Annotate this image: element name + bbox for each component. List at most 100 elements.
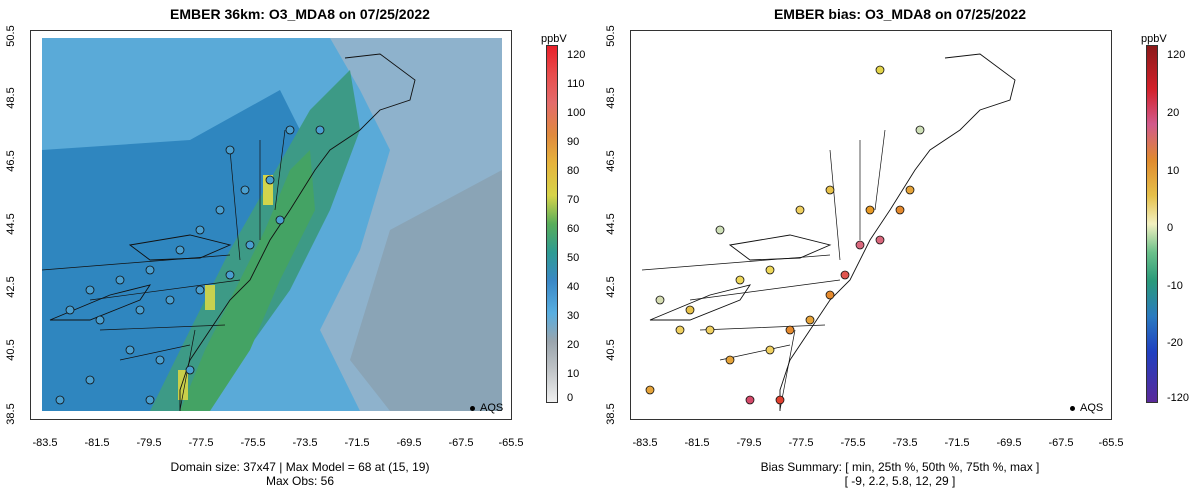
colorbar-tick: 90 — [567, 136, 580, 148]
legend-dot-icon — [1070, 405, 1075, 411]
colorbar-tick: 20 — [1167, 107, 1180, 119]
coastline — [179, 53, 416, 411]
station-marker — [245, 240, 255, 250]
coastline — [779, 53, 1016, 411]
station-marker — [225, 145, 235, 155]
bias-marker — [855, 240, 865, 250]
lat-tick: 46.5 — [605, 150, 617, 172]
bias-marker — [840, 270, 850, 280]
model-title: EMBER 36km: O3_MDA8 on 07/25/2022 — [170, 6, 430, 22]
lat-tick: 44.5 — [605, 213, 617, 235]
lon-tick: -75.5 — [240, 437, 266, 449]
lon-tick: -69.5 — [396, 437, 422, 449]
aqs-legend: AQS — [470, 402, 503, 414]
bias-colorbar — [1146, 45, 1158, 403]
bias-marker — [805, 315, 815, 325]
lat-tick: 40.5 — [605, 339, 617, 361]
model-field-peak-1 — [263, 175, 273, 205]
lon-tick: -71.5 — [344, 437, 370, 449]
colorbar-tick: -20 — [1167, 337, 1183, 349]
station-marker — [85, 285, 95, 295]
station-marker — [265, 175, 275, 185]
station-marker — [125, 345, 135, 355]
lake-ontario — [728, 234, 832, 261]
lat-tick: 42.5 — [5, 276, 17, 298]
colorbar-tick: 60 — [567, 223, 580, 235]
bias-marker — [825, 290, 835, 300]
bias-marker — [875, 235, 885, 245]
model-field-ocean-gray — [350, 170, 502, 411]
bias-marker — [725, 355, 735, 365]
lon-tick: -69.5 — [996, 437, 1022, 449]
bias-marker — [795, 205, 805, 215]
colorbar-tick: -120 — [1167, 392, 1190, 404]
legend-label: AQS — [480, 402, 504, 414]
bias-marker — [825, 185, 835, 195]
bias-marker — [645, 385, 655, 395]
colorbar-unit: ppbV — [1141, 33, 1167, 45]
lon-tick: -83.5 — [632, 437, 658, 449]
bias-title: EMBER bias: O3_MDA8 on 07/25/2022 — [773, 6, 1027, 22]
colorbar-tick: 120 — [1167, 49, 1186, 61]
bias-marker — [685, 305, 695, 315]
station-marker — [275, 215, 285, 225]
lon-tick: -81.5 — [84, 437, 110, 449]
station-marker — [135, 305, 145, 315]
lat-tick: 48.5 — [5, 87, 17, 109]
bias-marker — [785, 325, 795, 335]
model-map — [30, 30, 512, 420]
bias-map — [630, 30, 1112, 420]
model-panel: EMBER 36km: O3_MDA8 on 07/25/2022 — [5, 6, 586, 488]
station-marker — [65, 305, 75, 315]
lon-tick: -79.5 — [136, 437, 162, 449]
plot-frame — [630, 30, 1112, 420]
colorbar-tick: 30 — [567, 310, 580, 322]
station-marker — [195, 285, 205, 295]
lon-tick: -73.5 — [892, 437, 918, 449]
colorbar-tick: 100 — [567, 107, 586, 119]
lon-tick: -77.5 — [788, 437, 814, 449]
bias-marker — [765, 265, 775, 275]
lat-tick: 48.5 — [605, 87, 617, 109]
bias-marker — [895, 205, 905, 215]
lon-tick: -65.5 — [498, 437, 524, 449]
aqs-legend: AQS — [1070, 402, 1103, 414]
lat-tick: 40.5 — [5, 339, 17, 361]
colorbar-tick: 70 — [567, 194, 580, 206]
lon-tick: -77.5 — [188, 437, 214, 449]
model-field-plume — [180, 150, 315, 411]
station-marker — [115, 275, 125, 285]
bias-marker — [735, 275, 745, 285]
lon-tick: -75.5 — [840, 437, 866, 449]
bias-marker — [745, 395, 755, 405]
model-colorbar — [546, 45, 558, 403]
station-marker — [145, 265, 155, 275]
bias-marker — [655, 295, 665, 305]
lat-tick: 46.5 — [5, 150, 17, 172]
bias-marker — [715, 225, 725, 235]
model-field-peak-3 — [178, 370, 188, 400]
colorbar-tick: 40 — [567, 281, 580, 293]
station-marker — [240, 185, 250, 195]
lon-tick: -83.5 — [32, 437, 58, 449]
bias-summary-line2: [ -9, 2.2, 5.8, 12, 29 ] — [844, 474, 956, 488]
bias-stations — [645, 65, 925, 405]
lat-tick: 38.5 — [605, 403, 617, 425]
lat-tick: 50.5 — [5, 25, 17, 47]
model-field-peak-2 — [205, 285, 215, 310]
bias-marker — [865, 205, 875, 215]
legend-dot-icon — [470, 405, 475, 411]
colorbar-unit: ppbV — [541, 33, 567, 45]
lat-tick: 44.5 — [5, 213, 17, 235]
station-marker — [85, 375, 95, 385]
station-marker — [145, 395, 155, 405]
aqs-stations — [55, 125, 325, 405]
lon-tick: -71.5 — [944, 437, 970, 449]
station-marker — [285, 125, 295, 135]
colorbar-tick: 110 — [567, 78, 585, 90]
bias-marker — [775, 395, 785, 405]
colorbar-tick: 80 — [567, 165, 580, 177]
station-marker — [315, 125, 325, 135]
lon-tick: -73.5 — [292, 437, 318, 449]
colorbar-tick: 20 — [567, 339, 580, 351]
